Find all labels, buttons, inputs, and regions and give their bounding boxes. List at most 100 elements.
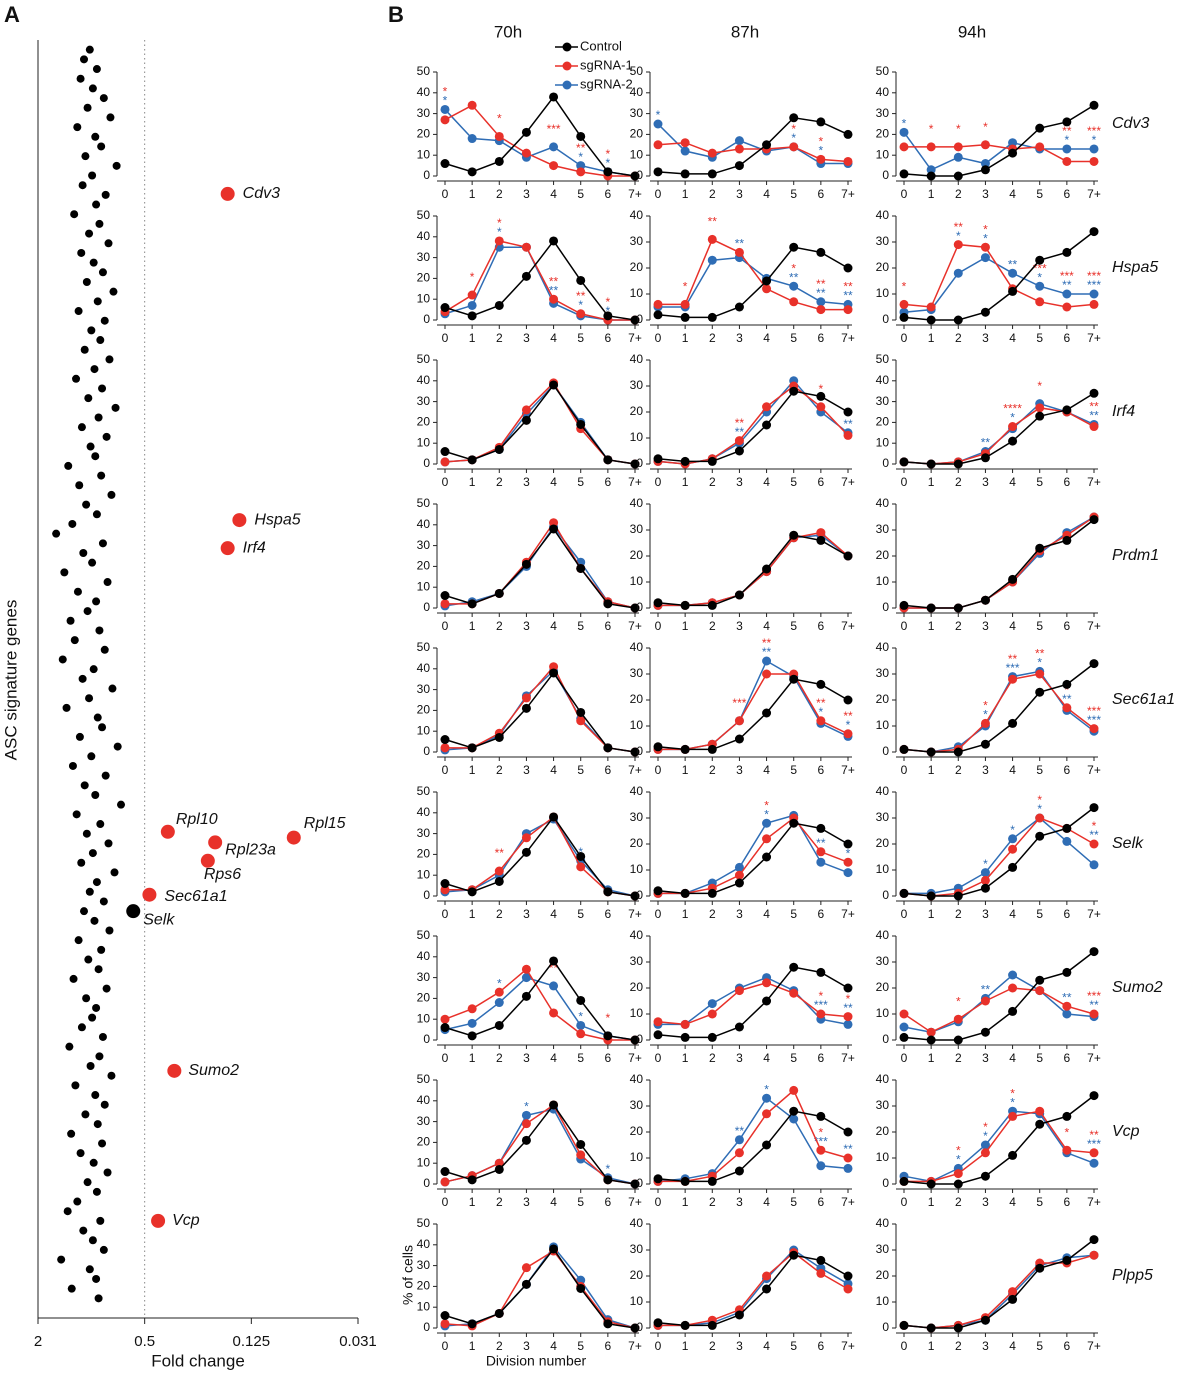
y-tick-label: 30 — [876, 666, 890, 680]
x-tick-label: 2 — [496, 1051, 503, 1065]
significance: ** — [735, 1124, 745, 1138]
x-tick-label: 0 — [655, 763, 662, 777]
data-point — [1008, 138, 1018, 148]
data-point — [440, 735, 450, 745]
significance: * — [497, 216, 502, 230]
data-point — [576, 167, 586, 177]
series-line — [903, 392, 1095, 465]
significance: *** — [1087, 704, 1101, 718]
significance: * — [606, 156, 611, 170]
data-point — [926, 459, 936, 469]
y-tick-label: 30 — [417, 1114, 431, 1128]
data-point — [1008, 1150, 1018, 1160]
x-tick-label: 2 — [34, 1333, 42, 1350]
data-point — [953, 1323, 963, 1333]
data-point — [1089, 1250, 1099, 1260]
data-point — [549, 142, 559, 152]
data-point — [926, 171, 936, 181]
data-point — [1008, 1111, 1018, 1121]
data-point — [467, 134, 477, 144]
legend-label: sgRNA-1 — [580, 57, 633, 72]
gene-point — [98, 1139, 107, 1148]
significance: * — [1010, 823, 1015, 837]
series-line — [444, 1103, 636, 1185]
gene-point — [102, 984, 111, 993]
significance: * — [956, 229, 961, 243]
data-point — [653, 1174, 663, 1184]
data-point — [980, 1171, 990, 1181]
data-point — [1008, 148, 1018, 158]
data-point — [762, 284, 772, 294]
data-point — [1089, 1148, 1099, 1158]
x-tick-label: 3 — [523, 907, 530, 921]
series-line — [657, 116, 849, 175]
x-tick-label: 4 — [1009, 763, 1016, 777]
significance: *** — [814, 998, 828, 1012]
y-tick-label: 0 — [882, 744, 889, 758]
y-axis-label: ASC signature genes — [1, 600, 20, 761]
x-tick-label: 7+ — [1087, 907, 1101, 921]
y-tick-label: 10 — [876, 862, 890, 876]
x-tick-label: 4 — [763, 619, 770, 633]
data-point — [816, 1268, 826, 1278]
data-point — [1035, 1106, 1045, 1116]
x-tick-label: 1 — [682, 331, 689, 345]
x-tick-label: 4 — [1009, 619, 1016, 633]
data-point — [789, 1106, 799, 1116]
series-line — [444, 381, 636, 465]
data-point — [980, 140, 990, 150]
data-point — [1035, 411, 1045, 421]
significance: ** — [549, 283, 559, 297]
significance: * — [983, 120, 988, 134]
y-tick-label: 20 — [630, 260, 644, 274]
x-tick-label: 7+ — [841, 331, 855, 345]
gene-point — [83, 607, 92, 616]
y-tick-label: 0 — [636, 168, 643, 182]
y-tick-label: 0 — [882, 600, 889, 614]
highlighted-gene — [142, 887, 157, 902]
y-tick-label: 30 — [876, 522, 890, 536]
data-point — [653, 299, 663, 309]
significance: * — [1037, 379, 1042, 393]
significance: * — [929, 122, 934, 136]
data-point — [549, 524, 559, 534]
data-point — [899, 1320, 909, 1330]
gene-point — [117, 800, 126, 809]
x-tick-label: 2 — [709, 1339, 716, 1353]
y-tick-label: 10 — [417, 147, 431, 161]
significance: * — [497, 112, 502, 126]
y-tick-label: 40 — [417, 661, 431, 675]
x-tick-label: 1 — [469, 187, 476, 201]
data-point — [1089, 724, 1099, 734]
x-tick-label: 4 — [1009, 1051, 1016, 1065]
data-point — [467, 599, 477, 609]
data-point — [576, 563, 586, 573]
gene-point — [77, 423, 86, 432]
data-point — [467, 100, 477, 110]
data-point — [1089, 1091, 1099, 1101]
data-point — [549, 518, 559, 528]
data-point — [762, 276, 772, 286]
data-point — [843, 1012, 853, 1022]
gene-label: Hspa5 — [254, 511, 300, 528]
x-tick-label: 2 — [709, 763, 716, 777]
gene-point — [72, 810, 81, 819]
data-point — [603, 1319, 613, 1329]
x-tick-label: 6 — [818, 187, 825, 201]
y-tick-label: 40 — [630, 640, 644, 654]
x-tick-label: 1 — [928, 1339, 935, 1353]
gene-point — [108, 684, 117, 693]
y-tick-label: 20 — [876, 1124, 890, 1138]
x-tick-label: 3 — [523, 331, 530, 345]
data-point — [926, 165, 936, 175]
data-point — [603, 887, 613, 897]
data-point — [734, 870, 744, 880]
series-line — [657, 385, 849, 465]
significance: * — [819, 989, 824, 1003]
y-tick-label: 0 — [882, 888, 889, 902]
data-point — [789, 674, 799, 684]
x-tick-label: 2 — [955, 331, 962, 345]
x-tick-label: 2 — [955, 1051, 962, 1065]
x-tick-label: 2 — [496, 331, 503, 345]
data-point — [1035, 1263, 1045, 1273]
